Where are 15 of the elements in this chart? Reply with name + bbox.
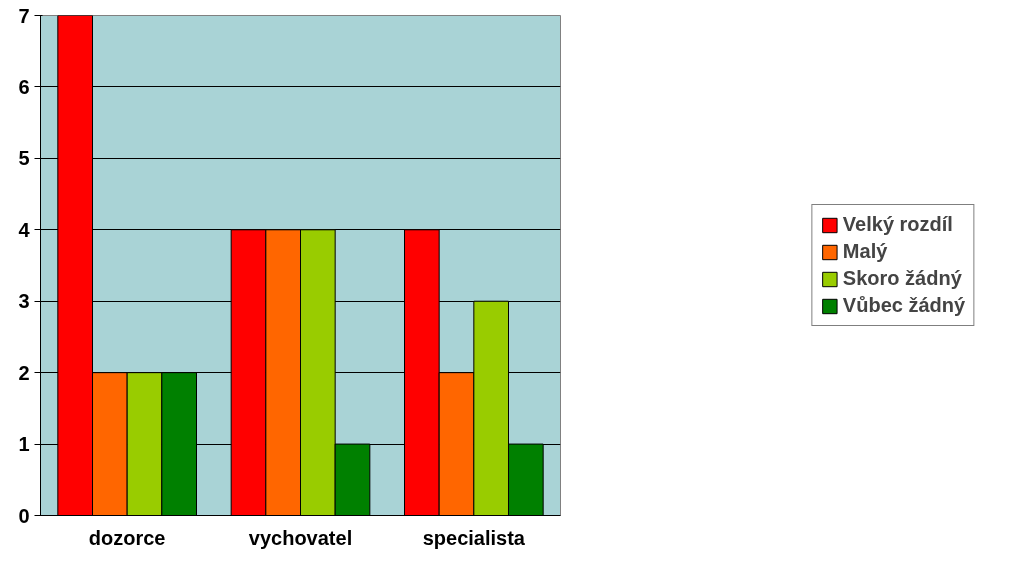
y-tick-label: 6 (18, 75, 30, 98)
x-tick-label: vychovatel (248, 526, 353, 549)
y-tick-label: 2 (18, 361, 30, 384)
legend-label: Vůbec žádný (842, 294, 966, 317)
y-tick-label: 3 (18, 290, 30, 313)
legend-label: Velký rozdíl (842, 213, 953, 236)
x-tick-label: specialista (422, 526, 526, 549)
y-tick-label: 0 (18, 504, 30, 527)
y-tick-label: 1 (18, 433, 30, 456)
legend-label: Malý (842, 240, 888, 263)
y-tick-label: 4 (18, 218, 31, 241)
x-tick-label: dozorce (88, 526, 166, 549)
y-tick-label: 5 (18, 147, 30, 170)
y-tick-label: 7 (18, 4, 30, 27)
legend-label: Skoro žádný (842, 267, 962, 290)
